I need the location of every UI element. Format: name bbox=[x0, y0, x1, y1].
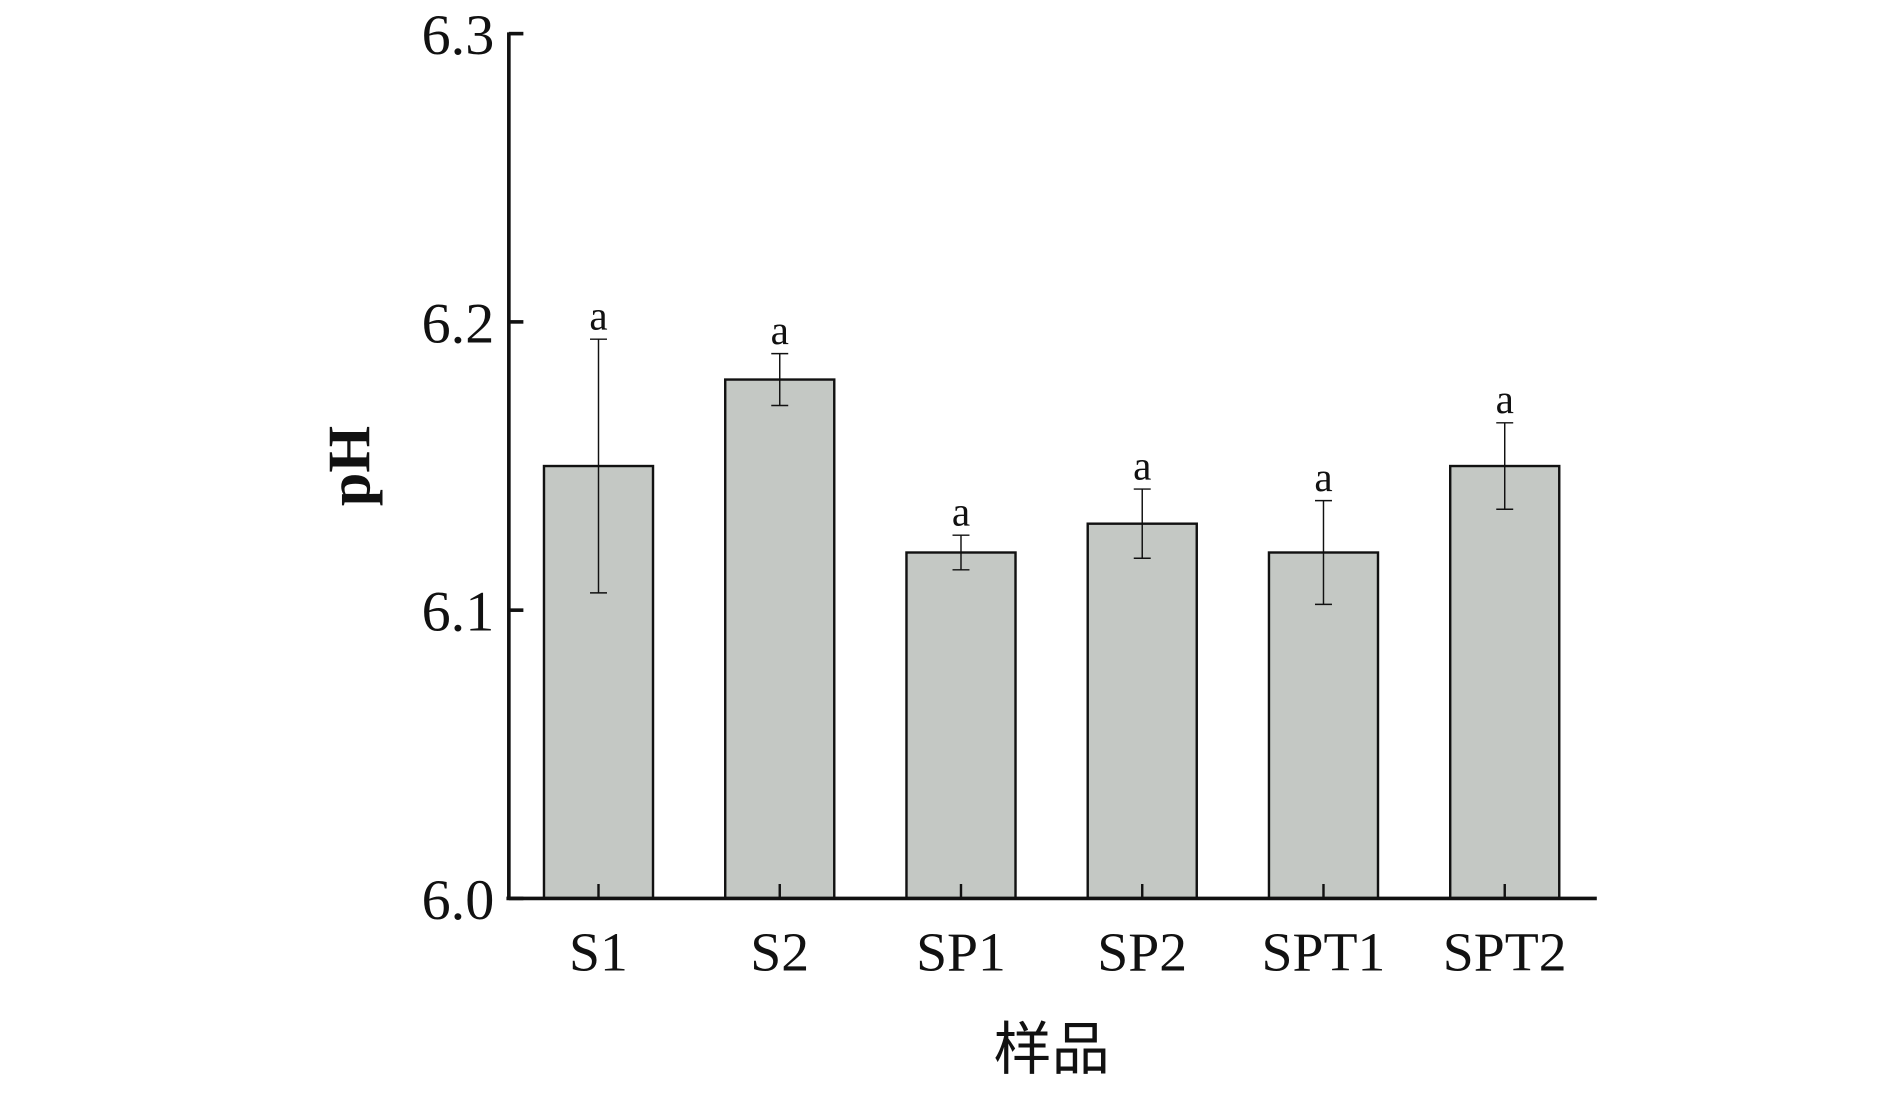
y-tick-label: 6.1 bbox=[422, 579, 495, 644]
y-tick-label: 6.2 bbox=[422, 291, 495, 356]
x-tick-label: SP2 bbox=[1097, 923, 1187, 984]
x-tick-label: SPT2 bbox=[1443, 923, 1567, 984]
x-tick-label: S1 bbox=[569, 923, 628, 984]
significance-label: a bbox=[952, 489, 970, 535]
bar-sp2 bbox=[1086, 522, 1198, 900]
significance-label: a bbox=[1133, 443, 1151, 489]
significance-label: a bbox=[771, 307, 789, 353]
x-axis-label: 样品 bbox=[993, 1017, 1109, 1082]
significance-label: a bbox=[1496, 376, 1514, 422]
y-axis-label: pH bbox=[316, 426, 383, 506]
x-tick-label: SP1 bbox=[916, 923, 1006, 984]
x-tick-label: SPT1 bbox=[1262, 923, 1386, 984]
bar-sp1 bbox=[905, 551, 1017, 900]
bar-s2 bbox=[724, 378, 836, 900]
y-tick-label: 6.3 bbox=[422, 2, 495, 67]
significance-label: a bbox=[1314, 454, 1332, 500]
bar-spt2 bbox=[1448, 464, 1561, 900]
significance-label: a bbox=[589, 293, 607, 339]
y-tick-label: 6.0 bbox=[422, 867, 495, 932]
x-tick-label: S2 bbox=[750, 923, 809, 984]
